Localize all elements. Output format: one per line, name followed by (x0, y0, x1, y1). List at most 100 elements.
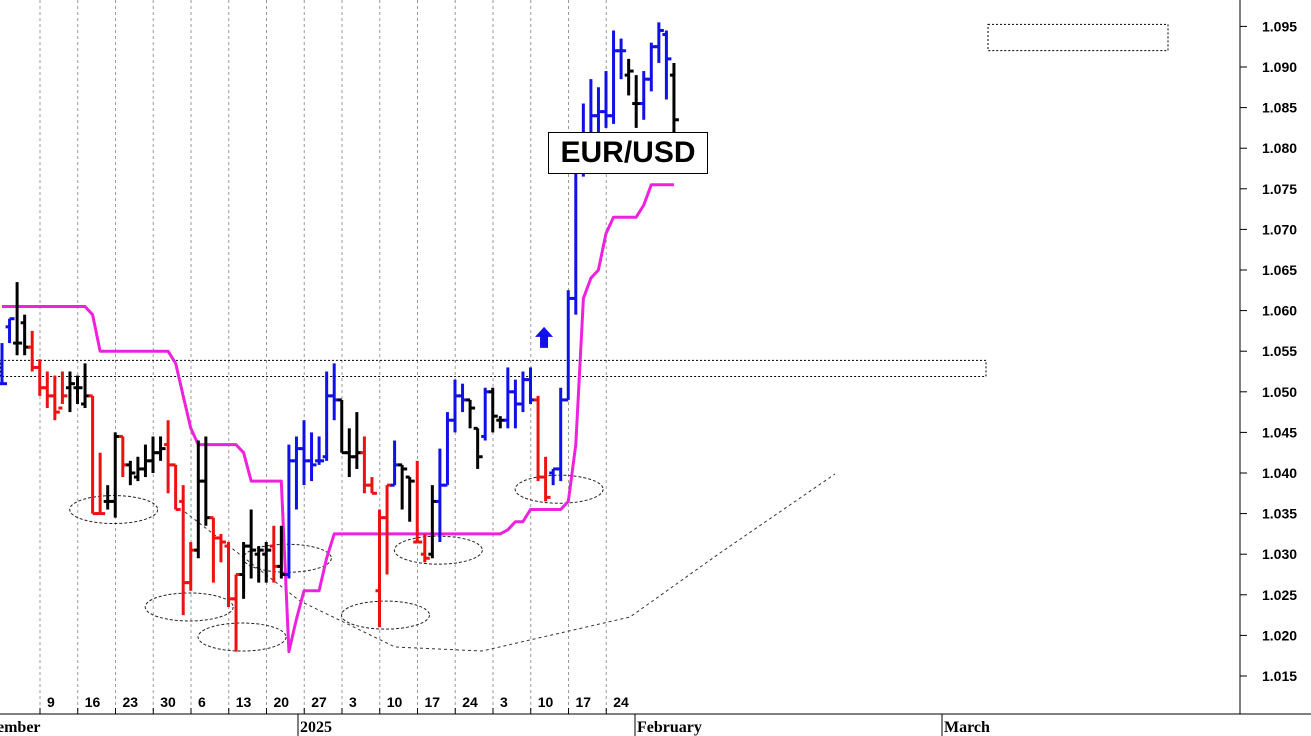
y-tick-label: 1.090 (1262, 59, 1297, 75)
ohlc-bar (669, 62, 679, 137)
x-tick-label: 10 (538, 694, 554, 710)
highlight-ellipse (341, 600, 430, 630)
ohlc-bars (0, 22, 679, 652)
ohlc-bar (5, 317, 15, 344)
highlight-ellipse (69, 495, 159, 525)
ohlc-bar (420, 533, 430, 563)
ohlc-bar (65, 371, 75, 413)
month-label: 2025 (300, 719, 332, 736)
highlight-ellipse (242, 543, 332, 573)
ohlc-bar (315, 436, 325, 465)
ohlc-bar (458, 383, 468, 413)
ohlc-bar (322, 371, 332, 461)
ohlc-bar (390, 440, 400, 487)
ohlc-bar (549, 467, 559, 486)
y-tick-label: 1.070 (1262, 221, 1297, 237)
ohlc-bar (20, 314, 30, 356)
x-tick-label: 27 (311, 694, 327, 710)
ohlc-bar (435, 448, 445, 543)
ohlc-bar (232, 573, 242, 652)
ohlc-bar (111, 432, 121, 518)
ohlc-bar (398, 463, 408, 510)
ohlc-bar (224, 542, 234, 607)
chart-grid (39, 0, 607, 714)
y-tick-label: 1.045 (1262, 424, 1297, 440)
x-tick-label: 16 (85, 694, 101, 710)
y-tick-label: 1.040 (1262, 465, 1297, 481)
ohlc-bar (35, 359, 45, 396)
ohlc-bar (58, 371, 68, 410)
ohlc-bar (564, 290, 574, 402)
ohlc-bar (466, 398, 476, 429)
ohlc-bar (88, 394, 98, 516)
highlight-ellipse (514, 474, 604, 504)
ohlc-bar (330, 363, 340, 421)
highlight-ellipse (393, 535, 483, 565)
y-tick-label: 1.060 (1262, 303, 1297, 319)
highlight-ellipse (197, 622, 287, 652)
x-tick-label: 13 (236, 694, 252, 710)
ohlc-bar (284, 444, 294, 579)
ohlc-bar (428, 485, 438, 559)
ohlc-bar (647, 42, 657, 92)
ohlc-bar (216, 533, 226, 563)
ohlc-bar (443, 412, 453, 487)
ohlc-bar (602, 71, 611, 128)
top-band (987, 23, 1169, 52)
month-label: February (637, 719, 702, 736)
ohlc-bar (654, 22, 664, 63)
y-tick-label: 1.085 (1262, 100, 1297, 116)
ohlc-bar (541, 456, 551, 502)
ohlc-bar (149, 436, 158, 473)
ohlc-bar (405, 475, 415, 522)
ohlc-bar (13, 282, 23, 356)
y-tick-label: 1.015 (1262, 668, 1297, 684)
ohlc-bar (247, 509, 257, 579)
ohlc-bar (571, 150, 581, 315)
ohlc-bar (0, 343, 7, 386)
ohlc-bar (609, 30, 619, 124)
month-label: ember (0, 719, 41, 736)
highlight-ellipses (69, 474, 604, 652)
x-tick-label: 24 (462, 694, 478, 710)
ohlc-bar (624, 58, 634, 96)
ohlc-bar (201, 436, 211, 526)
ohlc-bar (345, 428, 355, 478)
y-tick-label: 1.020 (1262, 627, 1297, 643)
ohlc-bar (156, 436, 166, 461)
ohlc-bar (473, 426, 483, 469)
x-tick-label: 10 (387, 694, 403, 710)
x-tick-label: 20 (274, 694, 290, 710)
stop-line (2, 183, 674, 654)
ohlc-bar (375, 509, 385, 628)
ohlc-bar (451, 379, 460, 433)
ohlc-bar (118, 434, 128, 478)
highlight-ellipse (144, 592, 234, 622)
x-tick-label: 3 (349, 694, 357, 710)
y-tick-label: 1.035 (1262, 506, 1297, 522)
ohlc-bar (662, 30, 672, 100)
buy-arrow (535, 326, 554, 348)
ohlc-bar (28, 330, 38, 372)
ohlc-bar (269, 525, 279, 583)
x-tick-label: 9 (47, 694, 55, 710)
ohlc-bar (488, 387, 498, 433)
ohlc-bar (239, 542, 249, 599)
x-tick-label: 24 (613, 694, 629, 710)
ohlc-bar (171, 463, 181, 512)
ohlc-bar (179, 485, 189, 616)
ohlc-bar (307, 432, 317, 482)
stop-line-path (2, 183, 674, 654)
y-tick-label: 1.025 (1262, 587, 1297, 603)
ohlc-bar (103, 485, 113, 510)
ohlc-bar (300, 420, 309, 486)
ohlc-bar (632, 75, 642, 128)
ohlc-bar (96, 452, 106, 516)
ohlc-bar (126, 460, 136, 486)
ohlc-bar (413, 460, 423, 544)
chart-title: EUR/USD (548, 132, 708, 174)
ohlc-bar (367, 477, 377, 495)
ohlc-bar (254, 546, 264, 583)
up-arrow-icon (535, 326, 554, 348)
